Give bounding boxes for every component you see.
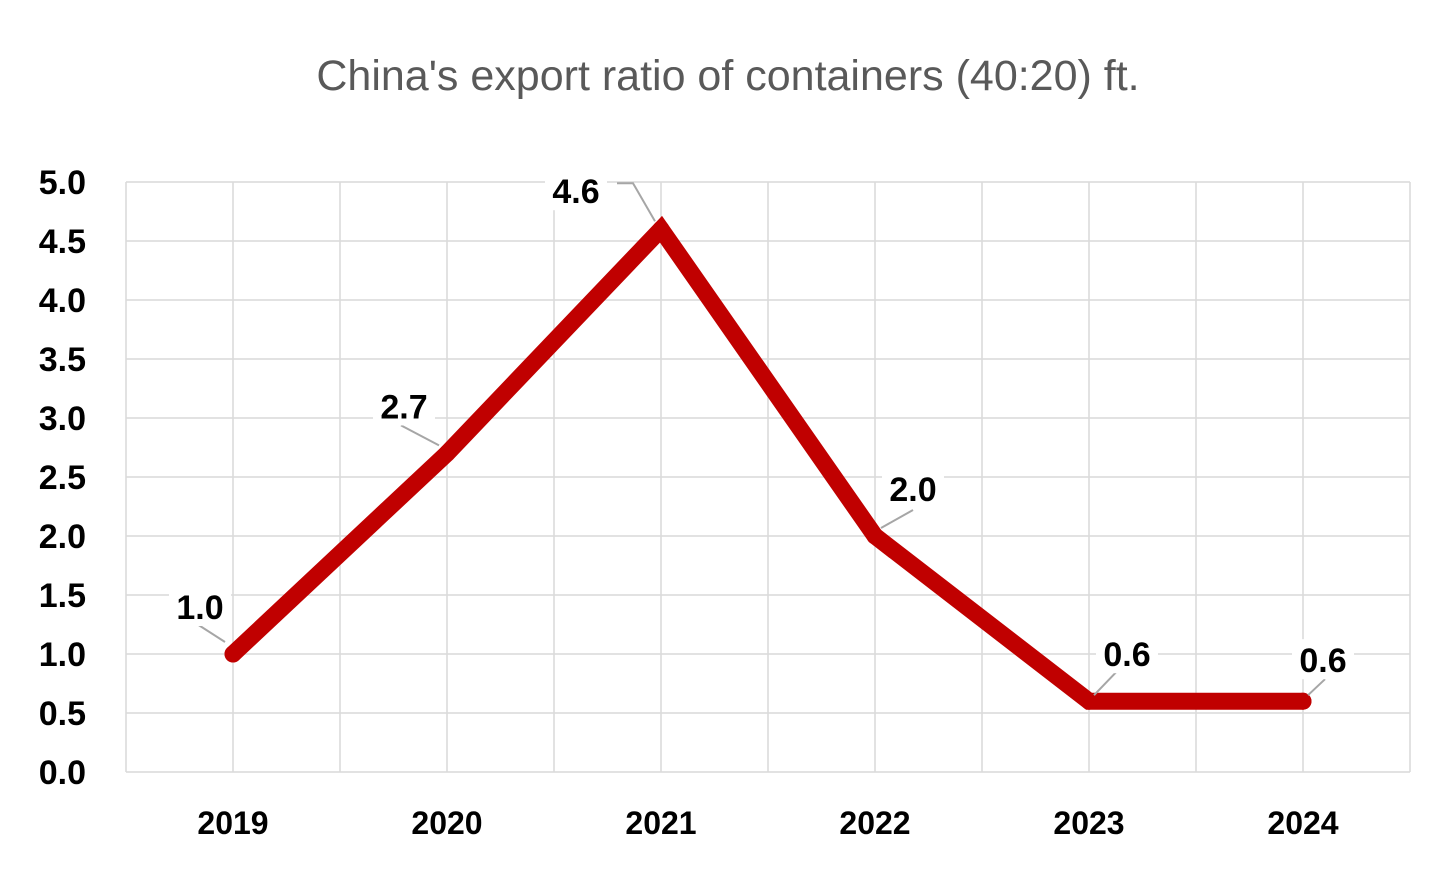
horizontal-gridlines [126,181,1410,773]
data-point [866,527,884,545]
label-bg [545,170,607,211]
x-tick-label: 2019 [197,805,268,841]
chart-title: China's export ratio of containers (40:2… [316,52,1140,100]
data-label: 1.0 [176,589,223,627]
leader-line [617,182,656,222]
data-label: 2.7 [380,388,427,426]
label-bg [1292,639,1354,680]
x-tick-label: 2022 [839,805,910,841]
y-tick-label: 1.5 [39,577,86,615]
data-label: 2.0 [889,471,936,509]
y-tick-label: 3.5 [39,341,86,379]
label-bg [1096,633,1158,674]
y-tick-label: 0.0 [39,754,86,792]
data-point [224,645,242,663]
y-tick-label: 4.5 [39,223,86,261]
x-tick-label: 2021 [625,805,696,841]
y-tick-label: 2.0 [39,518,86,556]
y-tick-label: 3.0 [39,400,86,438]
x-axis-ticks: 2019 2020 2021 2022 2023 2024 [197,805,1338,841]
y-axis-ticks: 0.0 0.5 1.0 1.5 2.0 2.5 3.0 3.5 4.0 4.5 5.0 [39,164,86,792]
data-point [438,444,456,462]
y-tick-label: 1.0 [39,636,86,674]
data-labels-layer: 1.0 2.7 4.6 2.0 0.6 0.6 [169,170,1354,696]
leader-line [880,509,914,529]
data-label: 0.6 [1299,642,1346,680]
y-tick-label: 5.0 [39,164,86,202]
x-tick-label: 2020 [411,805,482,841]
data-point [1294,692,1312,710]
leader-line [196,623,226,643]
data-point [1080,692,1098,710]
data-point [652,220,670,238]
data-label: 0.6 [1103,636,1150,674]
leader-line [1093,668,1120,696]
x-tick-label: 2024 [1267,805,1338,841]
series-line [224,215,1312,710]
y-tick-label: 2.5 [39,459,86,497]
leader-line [1307,678,1326,696]
x-tick-label: 2023 [1053,805,1124,841]
y-tick-label: 0.5 [39,695,86,733]
leader-line [400,424,440,447]
data-label: 4.6 [552,173,599,211]
label-bg [169,586,231,626]
label-bg [882,468,944,508]
y-tick-label: 4.0 [39,282,86,320]
label-bg [373,385,435,426]
series-layer [224,215,1312,710]
